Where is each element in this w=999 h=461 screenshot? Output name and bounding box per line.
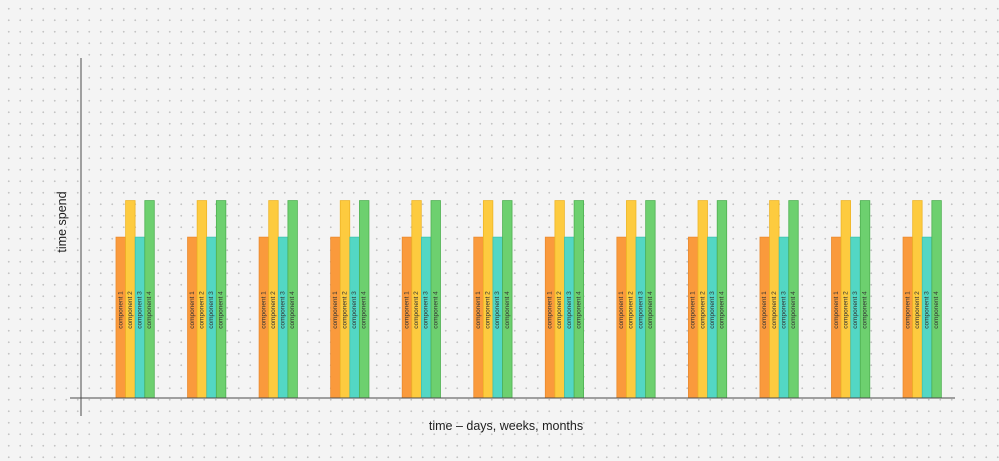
bar-label: component 3 <box>280 291 287 329</box>
bar-group: component 1 component 2 component 3 compone… <box>401 200 441 399</box>
bar-group: component 1 component 2 component 3 compone… <box>330 200 370 399</box>
bar-label: component 1 <box>690 291 697 329</box>
bar-label: component 1 <box>403 291 410 329</box>
bar-label: component 4 <box>718 291 725 329</box>
bar-label: component 2 <box>699 291 706 329</box>
bar-label: component 2 <box>413 291 420 329</box>
bar-label: component 2 <box>842 291 849 329</box>
bar-label: component 3 <box>780 291 787 329</box>
bar-label: component 4 <box>862 291 869 329</box>
bar-label: component 3 <box>566 291 573 329</box>
bar-label: component 2 <box>914 291 921 329</box>
bar-label: component 4 <box>575 291 582 329</box>
bar-label: component 4 <box>361 291 368 329</box>
bar-label: component 1 <box>761 291 768 329</box>
bar-group: component 1 component 2 component 3 compone… <box>759 200 799 399</box>
bar-label: component 2 <box>771 291 778 329</box>
bar-label: component 3 <box>136 291 143 329</box>
bar-label: component 2 <box>127 291 134 329</box>
bar-group: component 1 component 2 component 3 compone… <box>688 200 728 399</box>
bar-label: component 3 <box>637 291 644 329</box>
bar-group: component 1 component 2 component 3 compone… <box>616 200 656 399</box>
bar-label: component 4 <box>790 291 797 329</box>
bar-label: component 3 <box>351 291 358 329</box>
bar-label: component 1 <box>618 291 625 329</box>
bar-label: component 1 <box>475 291 482 329</box>
bar-label: component 3 <box>709 291 716 329</box>
bars-layer: component 1 component 2 component 3 compone… <box>115 200 942 399</box>
bar-label: component 1 <box>189 291 196 329</box>
bar-group: component 1 component 2 component 3 compone… <box>473 200 513 399</box>
bar-label: component 1 <box>117 291 124 329</box>
bar-label: component 4 <box>432 291 439 329</box>
bar-group: component 1 component 2 component 3 compone… <box>831 200 871 399</box>
bar-label: component 4 <box>933 291 940 329</box>
x-axis-title: time – days, weeks, months <box>429 419 583 433</box>
axes-layer <box>70 58 955 416</box>
bar-label: component 2 <box>198 291 205 329</box>
bar-label: component 1 <box>833 291 840 329</box>
bar-label: component 4 <box>647 291 654 329</box>
bar-label: component 4 <box>146 291 153 329</box>
bar-label: component 4 <box>289 291 296 329</box>
bar-group: component 1 component 2 component 3 compone… <box>544 200 584 399</box>
y-axis-title: time spend <box>55 191 69 252</box>
bar-label: component 4 <box>504 291 511 329</box>
bar-label: component 3 <box>208 291 215 329</box>
bar-label: component 2 <box>270 291 277 329</box>
bar-group: component 1 component 2 component 3 compone… <box>902 200 942 399</box>
bar-label: component 2 <box>342 291 349 329</box>
bar-label: component 1 <box>904 291 911 329</box>
bar-group: component 1 component 2 component 3 compone… <box>258 200 298 399</box>
bar-label: component 3 <box>924 291 931 329</box>
bar-group: component 1 component 2 component 3 compone… <box>115 200 155 399</box>
bar-label: component 2 <box>556 291 563 329</box>
bar-label: component 1 <box>260 291 267 329</box>
bar-label: component 3 <box>423 291 430 329</box>
bar-group: component 1 component 2 component 3 compone… <box>187 200 227 399</box>
bar-label: component 4 <box>218 291 225 329</box>
bar-label: component 2 <box>628 291 635 329</box>
bar-label: component 3 <box>852 291 859 329</box>
bar-label: component 1 <box>547 291 554 329</box>
bar-label: component 1 <box>332 291 339 329</box>
bar-label: component 3 <box>494 291 501 329</box>
bar-label: component 2 <box>485 291 492 329</box>
